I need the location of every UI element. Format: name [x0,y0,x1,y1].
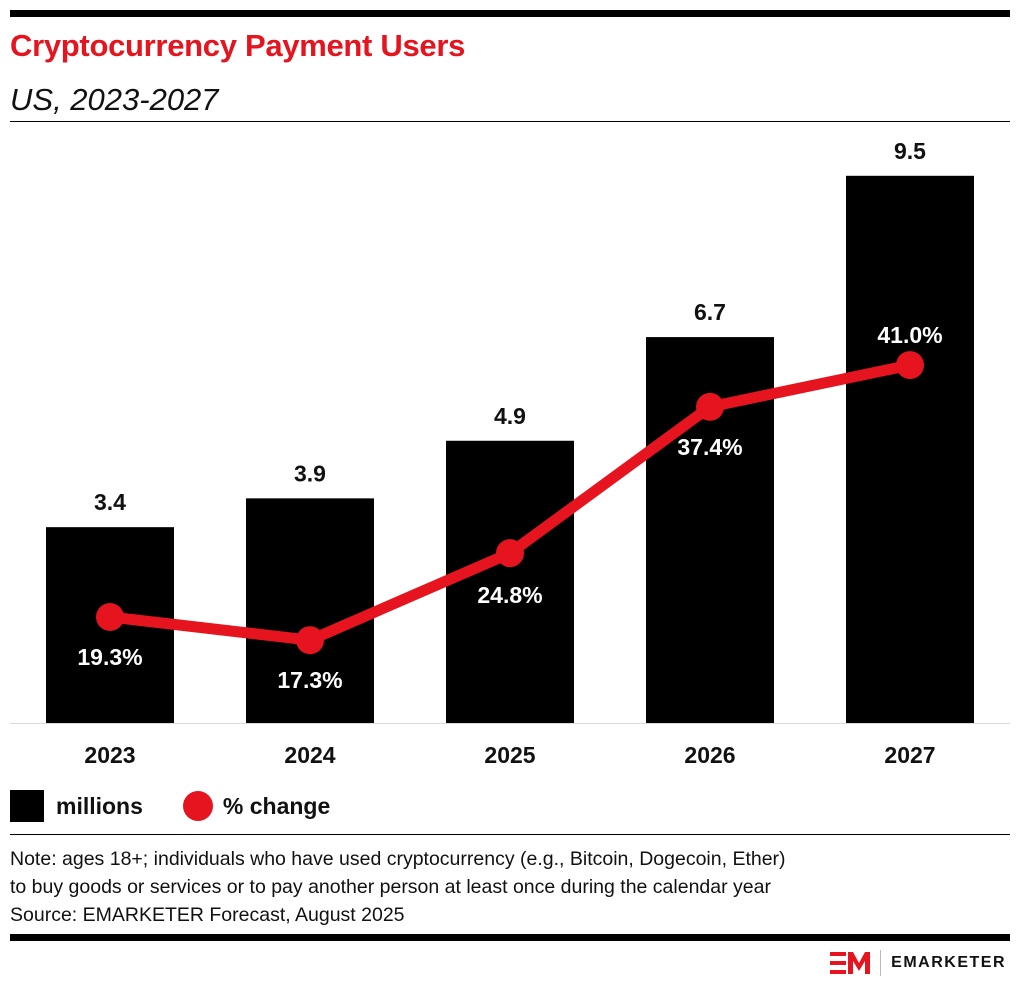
bar-value-label: 4.9 [494,403,526,429]
line-point [96,603,124,631]
line-value-label: 24.8% [477,582,542,608]
bar-value-label: 3.9 [294,460,326,486]
legend-line-label: % change [222,792,331,819]
source: Source: EMARKETER Forecast, August 2025 [10,904,405,926]
bar [846,175,974,724]
line-point [296,626,324,655]
footnote: Note: ages 18+; individuals who have use… [10,845,786,929]
x-tick-label: 2023 [84,742,135,768]
chart-subtitle: US, 2023-2027 [10,82,219,117]
legend-bar-swatch [10,790,44,822]
logo-text: EMARKETER [891,954,1006,971]
line-point [496,539,524,568]
note-line-2: to buy goods or services or to pay anoth… [10,876,771,898]
line-value-label: 17.3% [277,667,342,693]
chart-title: Cryptocurrency Payment Users [10,28,466,63]
note-line-1: Note: ages 18+; individuals who have use… [10,848,786,870]
line-point [696,392,724,421]
logo-separator [880,950,882,976]
em-logo-icon [830,952,871,974]
x-tick-label: 2027 [884,742,935,768]
bar-value-label: 3.4 [94,489,126,515]
footer-divider [10,834,1010,835]
line-value-label: 19.3% [77,644,142,670]
line-value-label: 41.0% [877,322,942,348]
x-tick-label: 2026 [684,742,735,768]
line-point [896,351,924,380]
legend-line-swatch [182,791,213,821]
x-tick-label: 2025 [484,742,535,768]
bottom-border [10,934,1010,941]
bar [246,498,374,723]
legend-bar-label: millions [56,792,143,819]
bar [446,440,574,723]
emarketer-logo: EMARKETER [830,950,1006,976]
line-value-label: 37.4% [677,434,742,460]
bar-value-label: 6.7 [694,299,726,325]
legend: millions % change [10,790,330,822]
bar-value-label: 9.5 [894,138,926,164]
top-border [10,10,1010,17]
x-tick-label: 2024 [284,742,335,768]
header-divider [10,121,1010,122]
chart-plot: 3.4 2023 3.9 2024 4.9 2025 6.7 2026 9.5 2027 19.3%… [10,138,1010,768]
